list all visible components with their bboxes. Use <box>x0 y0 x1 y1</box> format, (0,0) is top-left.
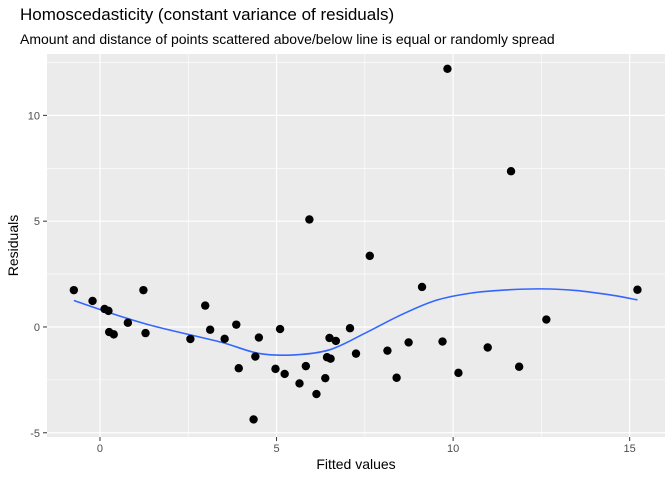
data-point <box>345 324 355 333</box>
data-point <box>331 336 341 346</box>
plot-panel <box>47 54 665 437</box>
data-point <box>109 330 118 339</box>
x-axis: 0 5 10 15 <box>97 437 636 455</box>
x-tick-label: 15 <box>624 443 636 455</box>
smooth-trend-line <box>73 288 638 357</box>
data-point <box>141 328 150 338</box>
data-point <box>454 368 463 378</box>
data-point <box>321 373 330 383</box>
data-point <box>443 64 452 74</box>
chart-title: Homoscedasticity (constant variance of r… <box>20 5 394 24</box>
data-point <box>404 338 413 347</box>
data-point <box>633 285 642 294</box>
data-point <box>312 389 321 399</box>
data-point <box>271 364 280 374</box>
data-point <box>205 325 215 334</box>
data-point <box>383 346 392 355</box>
chart-subtitle: Amount and distance of points scattered … <box>20 31 555 47</box>
x-tick-label: 0 <box>97 443 103 455</box>
data-point <box>542 315 551 324</box>
data-point <box>417 282 427 292</box>
x-axis-title: Fitted values <box>316 456 395 472</box>
data-point <box>392 373 401 382</box>
data-point <box>69 285 79 295</box>
data-point <box>275 324 285 334</box>
data-point <box>104 306 113 316</box>
data-point <box>232 320 241 329</box>
data-point <box>301 361 311 371</box>
y-axis-title: Residuals <box>5 215 21 276</box>
data-point <box>514 362 524 371</box>
data-point <box>234 364 243 373</box>
y-tick-label: -5 <box>30 428 40 440</box>
data-point <box>326 354 335 363</box>
data-point <box>220 334 229 344</box>
data-point <box>254 333 264 342</box>
points-layer <box>69 64 642 424</box>
data-point <box>123 318 133 327</box>
data-point <box>139 285 148 295</box>
y-tick-label: 10 <box>28 110 40 122</box>
data-point <box>201 301 210 310</box>
data-point <box>295 379 304 388</box>
data-point <box>438 337 447 346</box>
data-point <box>351 349 361 358</box>
y-tick-label: 0 <box>34 322 40 334</box>
data-point <box>365 251 374 261</box>
smooth-layer <box>73 288 638 357</box>
y-tick-label: 5 <box>34 216 40 228</box>
data-point <box>280 369 289 379</box>
data-point <box>325 333 334 343</box>
data-point <box>506 167 516 176</box>
data-point <box>483 343 492 352</box>
x-tick-label: 10 <box>447 443 459 455</box>
x-tick-label: 5 <box>273 443 279 455</box>
data-point <box>305 215 314 224</box>
data-point <box>251 352 260 361</box>
data-point <box>249 415 258 424</box>
y-axis: -5 0 5 10 <box>28 110 47 440</box>
grid-major <box>47 54 665 437</box>
grid-minor <box>47 54 665 437</box>
data-point <box>88 296 97 306</box>
data-point <box>186 334 195 344</box>
